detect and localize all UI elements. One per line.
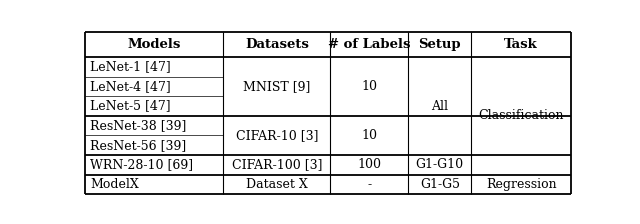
Text: Models: Models xyxy=(127,38,181,51)
Text: # of Labels: # of Labels xyxy=(328,38,411,51)
Text: ResNet-56 [39]: ResNet-56 [39] xyxy=(90,139,186,152)
Text: Task: Task xyxy=(504,38,538,51)
Text: LeNet-4 [47]: LeNet-4 [47] xyxy=(90,80,171,93)
Text: 10: 10 xyxy=(362,129,378,142)
Text: G1-G5: G1-G5 xyxy=(420,178,460,191)
Text: MNIST [9]: MNIST [9] xyxy=(243,80,310,93)
Text: Datasets: Datasets xyxy=(245,38,309,51)
Text: All: All xyxy=(431,100,448,113)
Text: ResNet-38 [39]: ResNet-38 [39] xyxy=(90,119,186,132)
Text: Regression: Regression xyxy=(486,178,557,191)
Text: 100: 100 xyxy=(357,158,381,171)
Text: ModelX: ModelX xyxy=(90,178,139,191)
Text: 10: 10 xyxy=(362,80,378,93)
Text: LeNet-1 [47]: LeNet-1 [47] xyxy=(90,60,171,73)
Text: WRN-28-10 [69]: WRN-28-10 [69] xyxy=(90,158,193,171)
Text: Dataset X: Dataset X xyxy=(246,178,308,191)
Text: Classification: Classification xyxy=(479,109,564,122)
Text: CIFAR-10 [3]: CIFAR-10 [3] xyxy=(236,129,318,142)
Text: Setup: Setup xyxy=(419,38,461,51)
Text: CIFAR-100 [3]: CIFAR-100 [3] xyxy=(232,158,322,171)
Text: -: - xyxy=(367,178,371,191)
Text: G1-G10: G1-G10 xyxy=(416,158,464,171)
Text: LeNet-5 [47]: LeNet-5 [47] xyxy=(90,100,170,113)
